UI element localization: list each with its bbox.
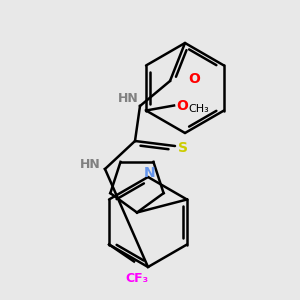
Text: HN: HN — [118, 92, 139, 104]
Text: CF₃: CF₃ — [125, 272, 148, 284]
Text: N: N — [144, 166, 155, 180]
Text: HN: HN — [80, 158, 101, 170]
Text: O: O — [176, 98, 188, 112]
Text: CH₃: CH₃ — [188, 103, 209, 113]
Text: O: O — [188, 72, 200, 86]
Text: S: S — [178, 141, 188, 155]
